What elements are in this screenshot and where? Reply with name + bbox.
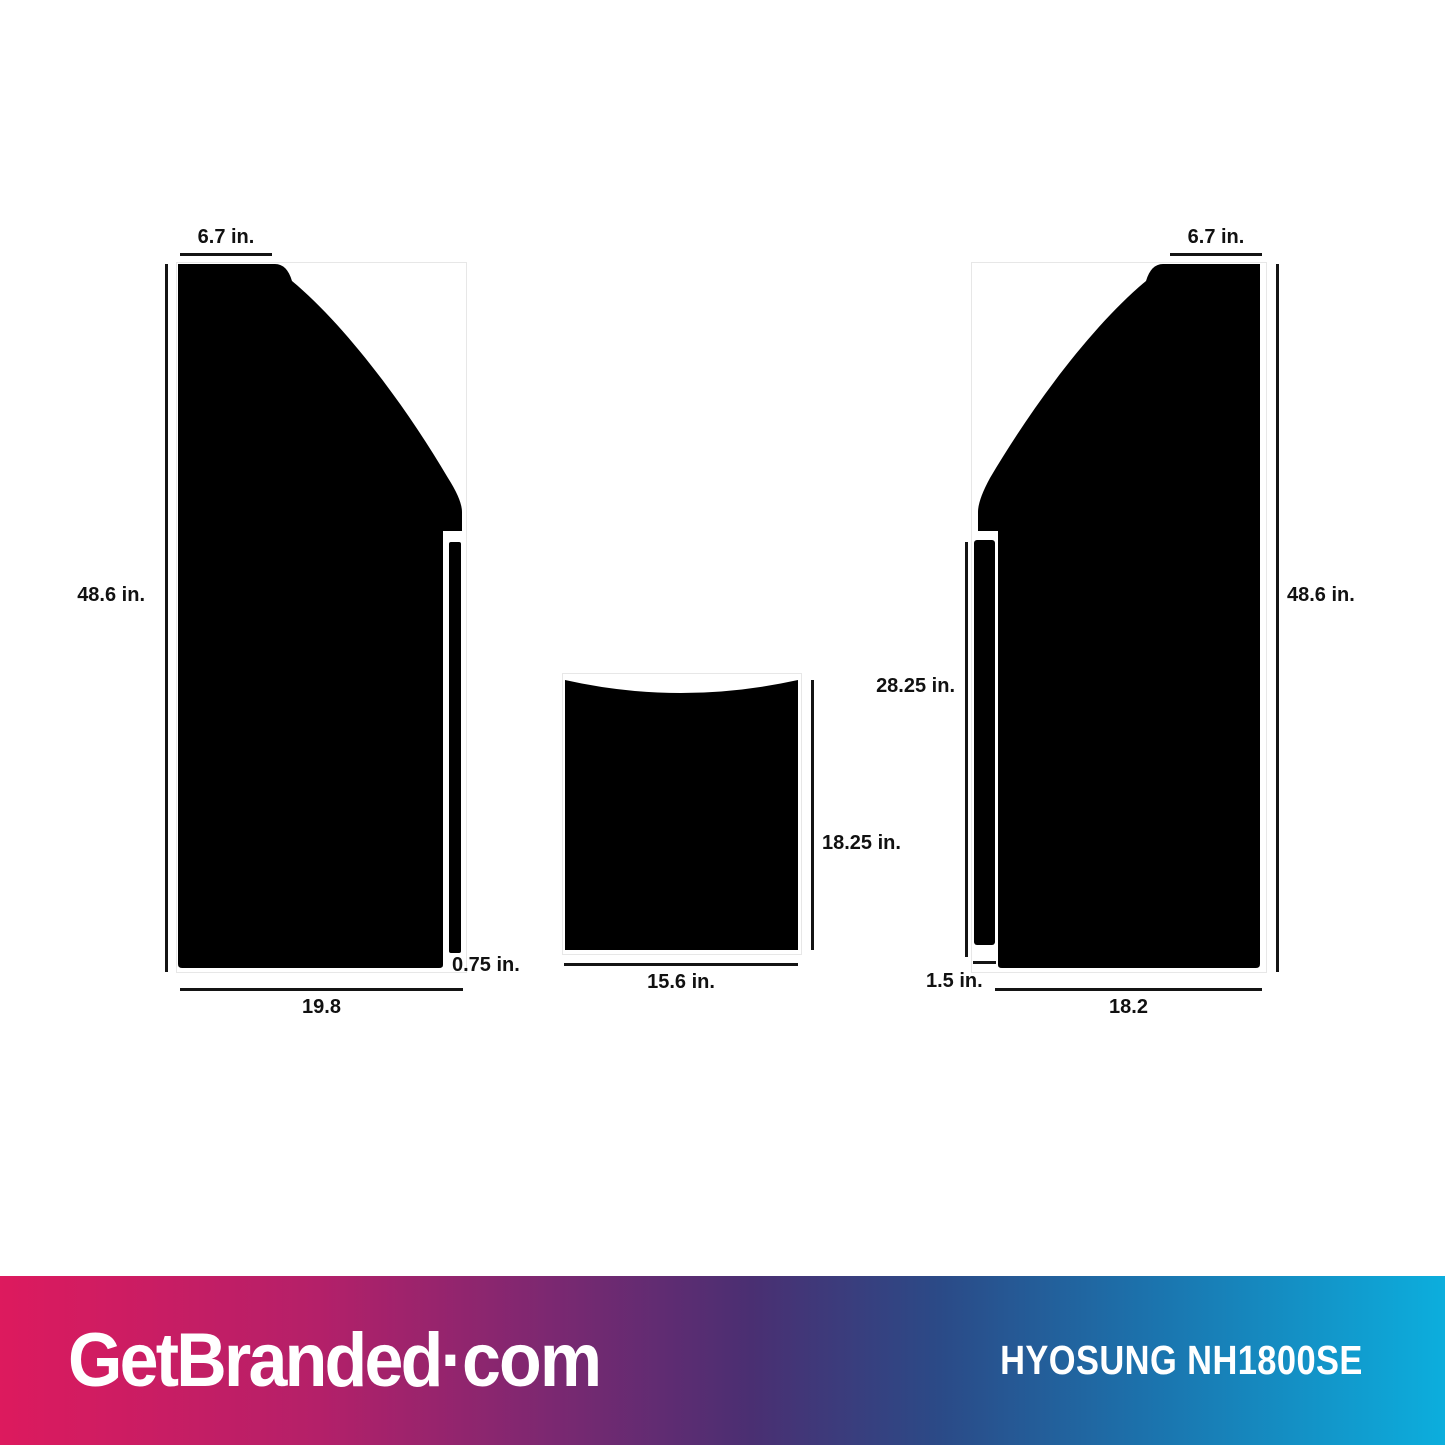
dim-label-left-top-width: 6.7 in. — [197, 226, 255, 248]
dim-label-right-strip-height: 28.25 in. — [876, 675, 955, 697]
footer-brand-bar: GetBranded·com HYOSUNG NH1800SE — [0, 1276, 1445, 1445]
dimension-line-right-top-width — [1170, 253, 1262, 256]
dimension-line-middle-bottom-width — [564, 963, 798, 966]
left-panel — [176, 262, 467, 973]
left-panel-strip — [449, 542, 461, 953]
brand-logo: GetBranded·com — [68, 1317, 603, 1404]
dimension-line-left-bottom-width — [180, 988, 463, 991]
dim-label-middle-height: 18.25 in. — [822, 832, 901, 854]
right-panel-strip — [974, 540, 995, 945]
dim-label-right-bottom-width: 18.2 — [1109, 996, 1148, 1018]
right-panel — [971, 262, 1267, 973]
middle-panel — [562, 673, 802, 955]
right-panel-silhouette — [978, 264, 1260, 968]
dimension-line-right-strip-width — [973, 961, 996, 964]
dimension-line-left-height — [165, 264, 168, 972]
dimension-line-middle-height — [811, 680, 814, 950]
brand-logo-main: GetBranded — [68, 1318, 443, 1403]
brand-logo-suffix: ·com — [440, 1318, 603, 1403]
dim-label-right-top-width: 6.7 in. — [1187, 226, 1245, 248]
dimension-line-left-top-width — [180, 253, 272, 256]
dim-label-middle-bottom-width: 15.6 in. — [647, 971, 715, 993]
dim-label-right-height: 48.6 in. — [1287, 584, 1355, 606]
dim-label-left-bottom-width: 19.8 — [302, 996, 341, 1018]
product-name-label: HYOSUNG NH1800SE — [1000, 1337, 1363, 1383]
dimension-line-right-strip-height — [965, 542, 968, 957]
dim-label-left-height: 48.6 in. — [77, 584, 145, 606]
middle-panel-silhouette — [565, 680, 798, 950]
dimension-line-right-bottom-width — [995, 988, 1262, 991]
dim-label-left-strip-width: 0.75 in. — [452, 954, 520, 976]
dim-label-right-strip-width: 1.5 in. — [926, 970, 983, 992]
dimension-line-right-height — [1276, 264, 1279, 972]
left-panel-silhouette — [178, 264, 462, 968]
